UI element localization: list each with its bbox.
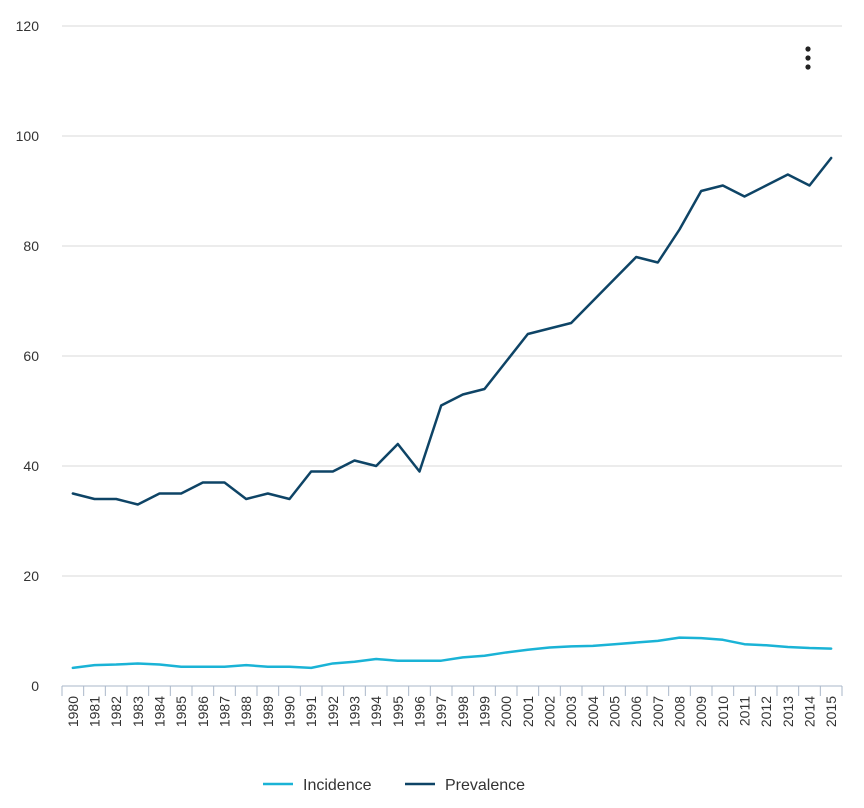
x-tick-label: 2009: [693, 696, 709, 727]
x-tick-label: 1988: [238, 696, 254, 727]
legend[interactable]: Incidence Prevalence: [263, 777, 525, 794]
series-line-prevalence[interactable]: [71, 156, 833, 506]
x-tick-label: 2003: [563, 696, 579, 727]
legend-item-incidence[interactable]: Incidence: [263, 777, 372, 794]
x-tick-label: 2015: [823, 696, 839, 727]
x-tick-label: 2010: [715, 696, 731, 727]
x-tick-label: 2008: [672, 696, 688, 727]
y-tick-label: 0: [31, 678, 39, 694]
x-tick-label: 1993: [347, 696, 363, 727]
y-tick-label: 100: [16, 128, 40, 144]
x-tick-label: 2007: [650, 696, 666, 727]
y-tick-label: 20: [23, 568, 39, 584]
x-axis: 1980 1981 1982 1983 1984 1985 1986 1987 1988 1989…: [61, 685, 843, 727]
x-tick-label: 1990: [282, 696, 298, 727]
x-tick-label: 1985: [173, 696, 189, 727]
vertical-ellipsis-icon: [805, 55, 811, 61]
y-tick-label: 120: [16, 18, 40, 34]
x-tick-label: 1992: [325, 696, 341, 727]
x-tick-label: 2013: [780, 696, 796, 727]
x-tick-label: 2001: [520, 696, 536, 727]
x-tick-label: 1986: [195, 696, 211, 727]
x-tick-label: 1984: [152, 696, 168, 727]
x-tick-label: 1997: [433, 696, 449, 727]
y-axis-ticks: 0 20 40 60 80 100 120: [16, 18, 40, 694]
x-tick-label: 1983: [130, 696, 146, 727]
x-tick-label: 2002: [542, 696, 558, 727]
x-tick-label: 1982: [108, 696, 124, 727]
series-line-incidence[interactable]: [71, 636, 833, 670]
y-tick-label: 60: [23, 348, 39, 364]
y-tick-label: 80: [23, 238, 39, 254]
x-tick-label: 1994: [368, 696, 384, 727]
x-tick-label: 1995: [390, 696, 406, 727]
x-tick-label: 1981: [87, 696, 103, 727]
y-tick-label: 40: [23, 458, 39, 474]
x-tick-label: 2011: [737, 696, 753, 726]
x-tick-label: 1996: [412, 696, 428, 727]
x-tick-label: 1991: [303, 696, 319, 727]
series-group: [71, 156, 833, 670]
legend-item-prevalence[interactable]: Prevalence: [405, 777, 525, 794]
x-tick-label: 1998: [455, 696, 471, 727]
chart-menu-button[interactable]: [796, 42, 820, 74]
legend-label: Prevalence: [445, 777, 525, 794]
x-tick-label: 2014: [802, 696, 818, 727]
x-tick-label: 1989: [260, 696, 276, 727]
x-tick-label: 1987: [217, 696, 233, 727]
gridlines: [62, 25, 842, 577]
x-tick-label: 2004: [585, 696, 601, 727]
x-tick-label: 2006: [628, 696, 644, 727]
x-tick-label: 1999: [477, 696, 493, 727]
x-tick-label: 1980: [65, 696, 81, 727]
vertical-ellipsis-icon: [805, 64, 811, 70]
vertical-ellipsis-icon: [805, 46, 811, 52]
x-tick-label: 2000: [498, 696, 514, 727]
x-tick-label: 2005: [607, 696, 623, 727]
x-tick-label: 2012: [758, 696, 774, 727]
legend-label: Incidence: [303, 777, 372, 794]
